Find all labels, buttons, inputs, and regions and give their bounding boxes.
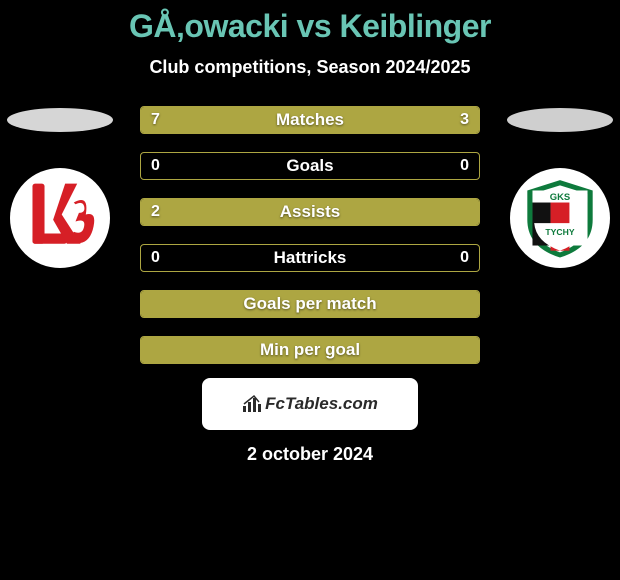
stat-right-value: 0 [460, 249, 469, 267]
date-label: 2 october 2024 [0, 444, 620, 465]
stat-row: Goals 0 0 [140, 152, 480, 180]
brand-text: FcTables.com [265, 394, 378, 414]
stat-left-value: 2 [151, 203, 160, 221]
infographic-root: GÅ‚owacki vs Keiblinger Club competition… [0, 0, 620, 580]
lks-logo-icon [17, 175, 103, 261]
left-player-ellipse [7, 108, 113, 132]
right-player-ellipse [507, 108, 613, 132]
stat-row: Min per goal [140, 336, 480, 364]
gks-logo-icon: GKS TYCHY [517, 175, 603, 261]
comparison-layout: GKS TYCHY Matches 7 3 Goals 0 0 Assists 2 Hattri… [0, 106, 620, 465]
stat-right-value: 0 [460, 157, 469, 175]
stat-row: Hattricks 0 0 [140, 244, 480, 272]
stat-right-value: 3 [460, 111, 469, 129]
stat-label: Min per goal [260, 340, 360, 360]
right-club-logo: GKS TYCHY [510, 168, 610, 268]
right-column: GKS TYCHY [500, 106, 620, 268]
stat-row: Assists 2 [140, 198, 480, 226]
stat-bars: Matches73Goals00Assists2Hattricks00Goals… [140, 106, 480, 364]
stat-left-value: 7 [151, 111, 160, 129]
page-title: GÅ‚owacki vs Keiblinger [0, 0, 620, 45]
stat-label: Goals per match [243, 294, 376, 314]
stat-label: Hattricks [274, 248, 347, 268]
brand-label: FcTables.com [242, 394, 378, 414]
left-column [0, 106, 120, 268]
stat-label: Assists [280, 202, 340, 222]
subtitle: Club competitions, Season 2024/2025 [0, 57, 620, 78]
shield-bottom-text: TYCHY [545, 227, 574, 237]
stat-row: Matches 7 3 [140, 106, 480, 134]
stat-row: Goals per match [140, 290, 480, 318]
stat-left-value: 0 [151, 157, 160, 175]
brand-chart-icon [242, 394, 262, 414]
left-club-logo [10, 168, 110, 268]
brand-badge: FcTables.com [202, 378, 418, 430]
stat-label: Matches [276, 110, 344, 130]
stat-left-value: 0 [151, 249, 160, 267]
shield-top-text: GKS [550, 192, 571, 203]
stat-label: Goals [286, 156, 333, 176]
